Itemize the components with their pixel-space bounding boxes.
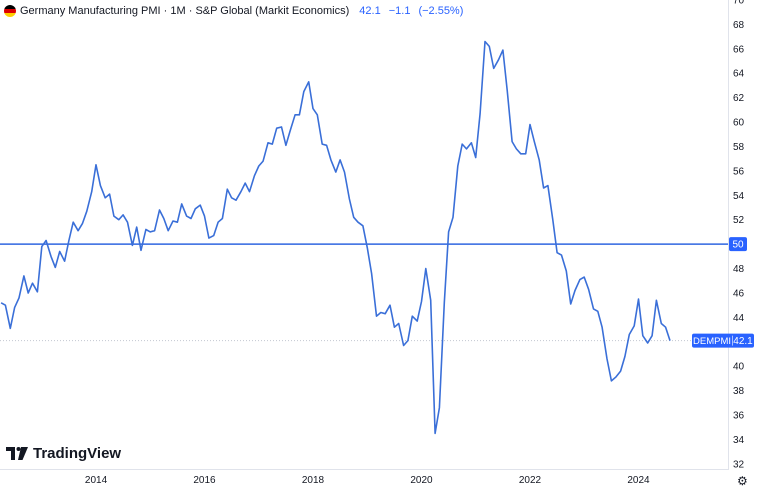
flag-stripe-gold bbox=[4, 13, 16, 17]
tradingview-logo[interactable]: TradingView bbox=[6, 445, 121, 462]
price-axis[interactable]: 3234363840424446485052545658606264666870 bbox=[733, 0, 745, 470]
flag-stripe-black bbox=[4, 5, 16, 9]
logo-mark-stem bbox=[11, 446, 15, 460]
change-percent: (−2.55%) bbox=[418, 5, 464, 17]
x-tick-label: 2016 bbox=[193, 475, 216, 486]
change-value: −1.1 bbox=[388, 5, 411, 17]
time-axis[interactable]: 2014 2016 2018 2020 2022 2024 bbox=[85, 475, 650, 486]
y-tick-label: 54 bbox=[733, 191, 745, 202]
x-tick-label: 2024 bbox=[627, 475, 650, 486]
y-tick-label: 64 bbox=[733, 69, 745, 80]
symbol-badge-label: DEMPMI bbox=[693, 336, 731, 347]
y-tick-label: 56 bbox=[733, 166, 745, 177]
y-tick-label: 62 bbox=[733, 93, 745, 104]
logo-mark-bar bbox=[6, 446, 15, 451]
x-tick-label: 2022 bbox=[519, 475, 542, 486]
last-value-badge: DEMPMI 42.1 bbox=[692, 333, 754, 348]
reference-badge-bg bbox=[729, 237, 747, 252]
y-tick-label: 36 bbox=[733, 411, 745, 422]
y-tick-label: 34 bbox=[733, 435, 745, 446]
y-tick-label: 58 bbox=[733, 142, 745, 153]
x-tick-label: 2020 bbox=[410, 475, 433, 486]
flag-stripe-red bbox=[4, 9, 16, 13]
reference-badge: 50 bbox=[729, 237, 747, 252]
y-tick-label: 66 bbox=[733, 44, 745, 55]
legend-header: Germany Manufacturing PMI · 1M · S&P Glo… bbox=[4, 3, 463, 19]
y-tick-label: 68 bbox=[733, 20, 745, 31]
y-tick-label: 52 bbox=[733, 215, 745, 226]
y-tick-label: 38 bbox=[733, 386, 745, 397]
logo-mark-dot bbox=[16, 446, 21, 451]
logo-mark-wedge bbox=[18, 446, 28, 460]
gear-icon[interactable]: ⚙ bbox=[737, 474, 748, 488]
y-tick-label: 32 bbox=[733, 459, 745, 470]
y-tick-label: 70 bbox=[733, 0, 745, 7]
y-tick-label: 44 bbox=[733, 313, 745, 324]
x-tick-label: 2018 bbox=[302, 475, 325, 486]
series-line[interactable] bbox=[0, 40, 671, 435]
last-value-badge-bg bbox=[692, 333, 754, 348]
last-value-badge-value: 42.1 bbox=[733, 336, 753, 347]
last-value: 42.1 bbox=[359, 5, 381, 17]
tradingview-logo-icon bbox=[6, 446, 28, 460]
reference-badge-value: 50 bbox=[732, 240, 744, 251]
y-tick-label: 60 bbox=[733, 118, 745, 129]
symbol-title[interactable]: Germany Manufacturing PMI · 1M · S&P Glo… bbox=[20, 5, 350, 17]
y-tick-label: 48 bbox=[733, 264, 745, 275]
y-tick-label: 40 bbox=[733, 362, 745, 373]
y-tick-label: 46 bbox=[733, 288, 745, 299]
logo-text: TradingView bbox=[33, 445, 122, 462]
germany-flag-icon bbox=[4, 5, 16, 17]
x-tick-label: 2014 bbox=[85, 475, 108, 486]
